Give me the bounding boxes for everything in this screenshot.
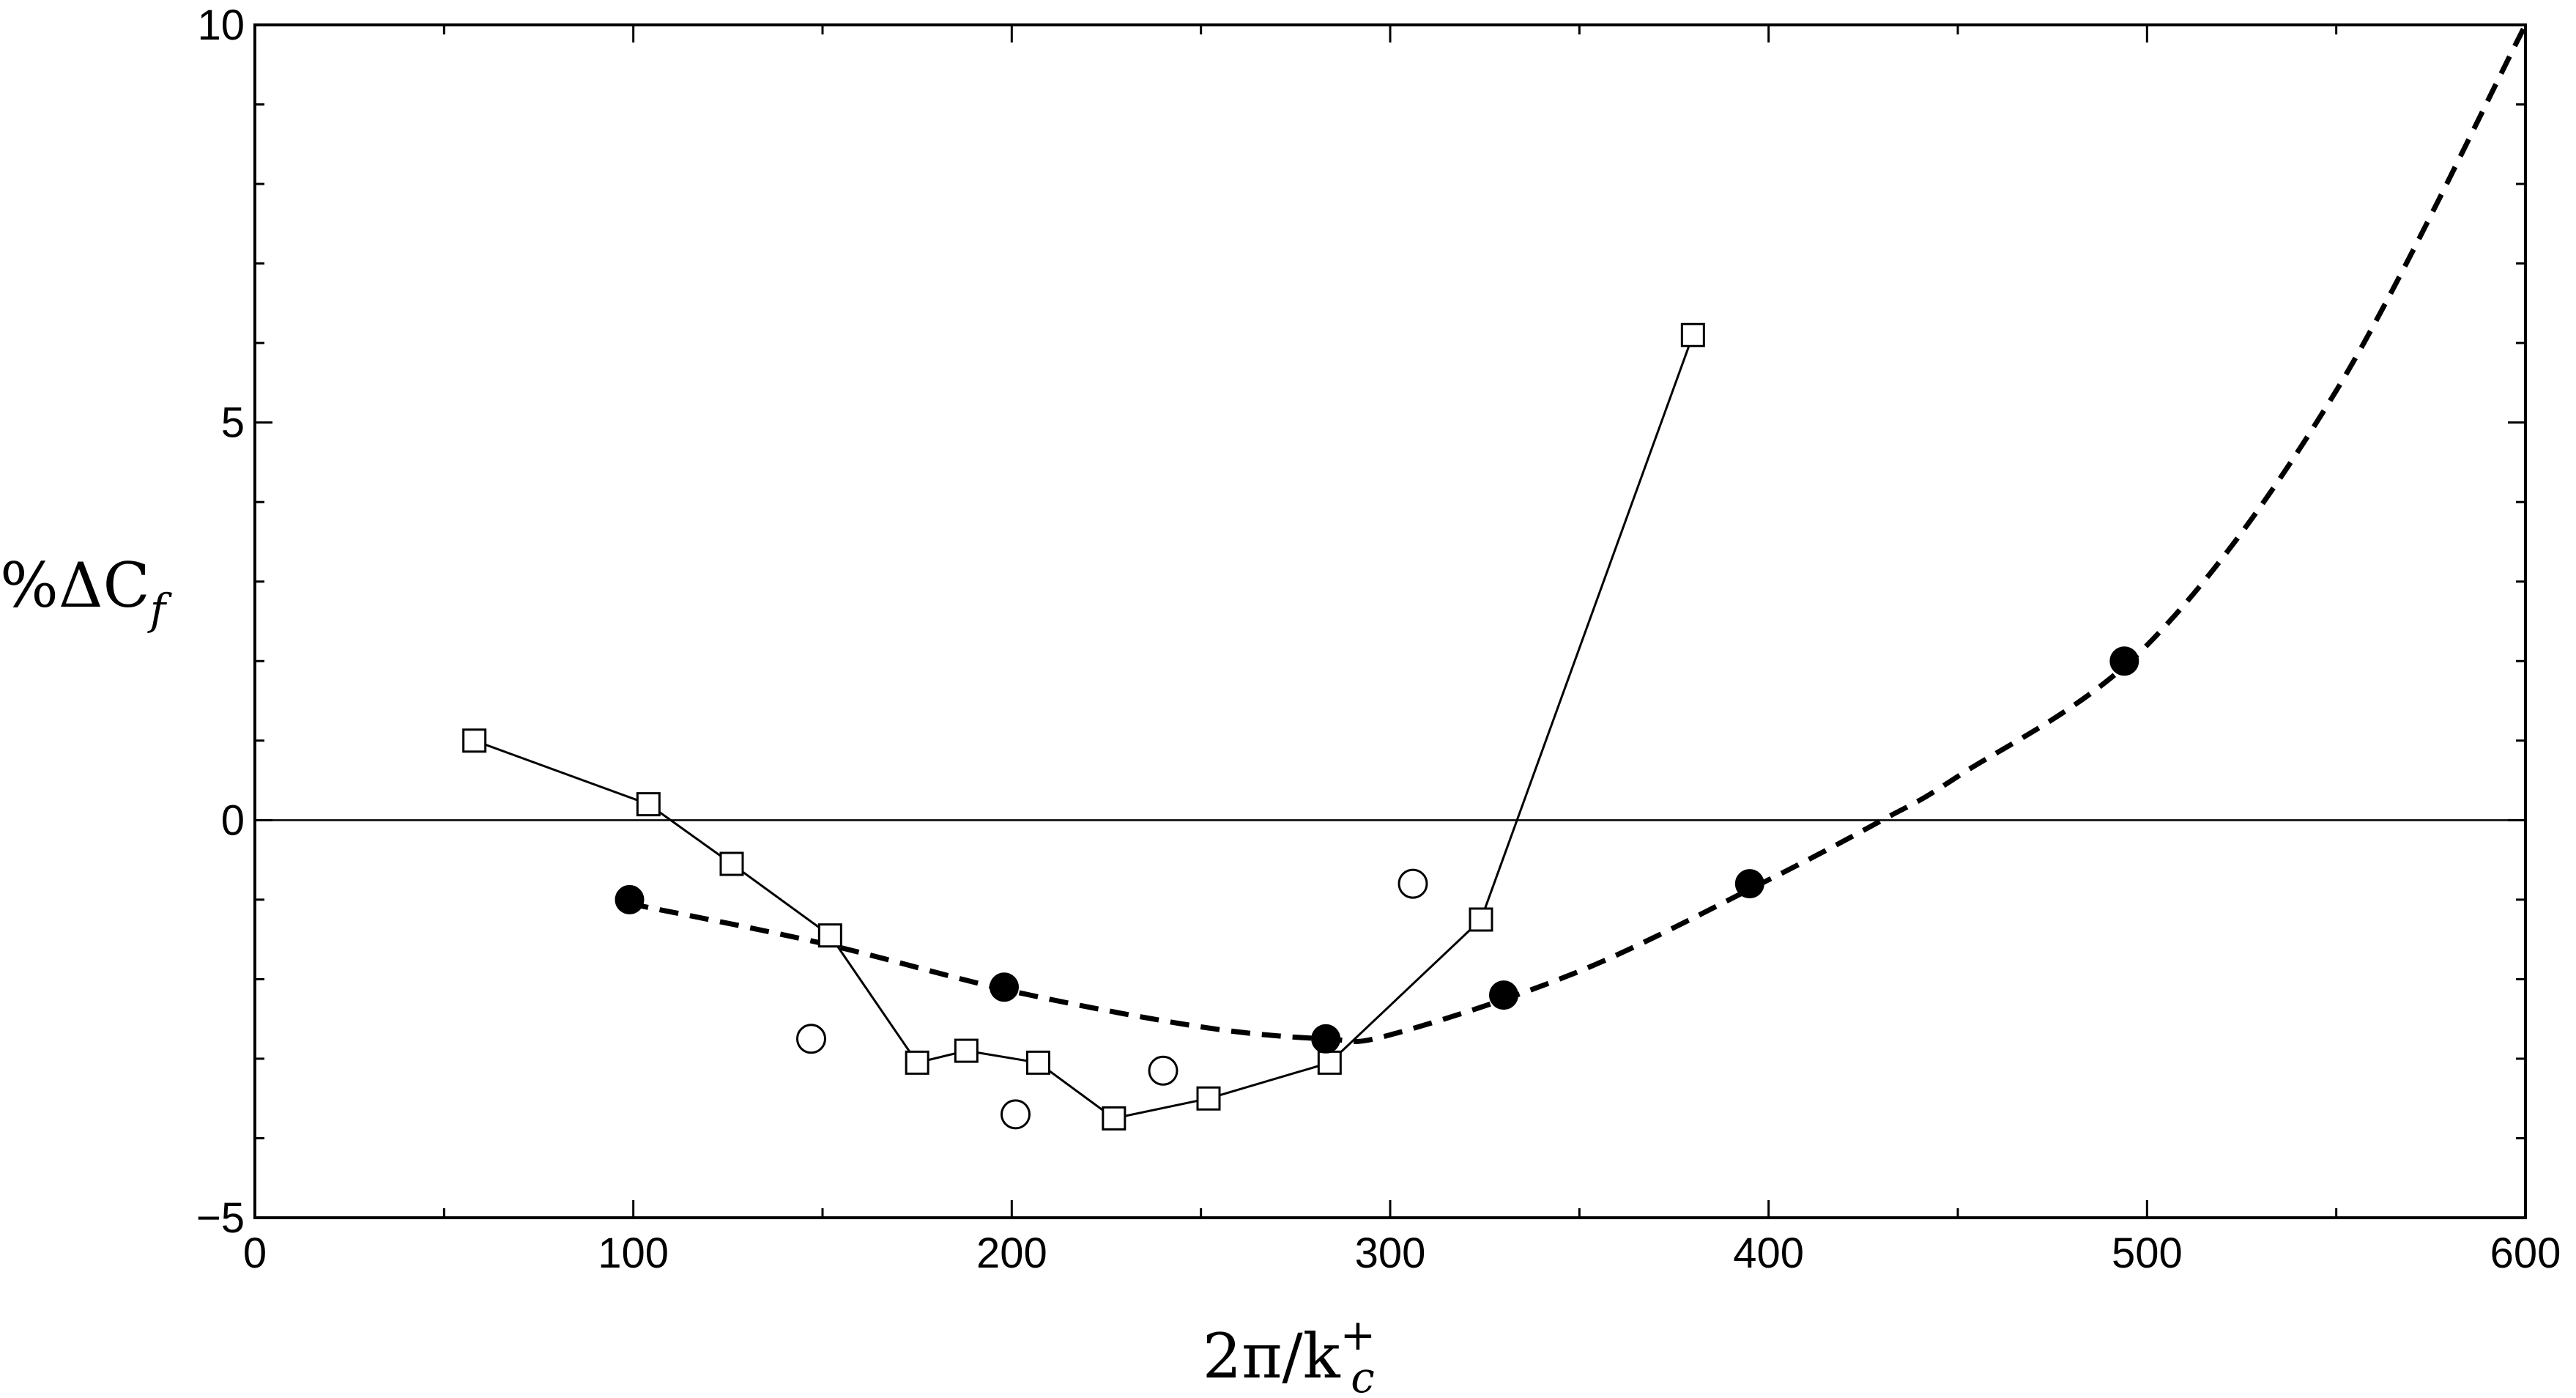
y-tick-label: 10 [197,1,245,49]
y-axis-label-subscript: f [147,585,173,635]
filled-circle-point [1311,1024,1341,1054]
filled-circle-point [1489,980,1518,1010]
x-tick-label: 200 [976,1229,1047,1277]
filled-circle-point [1734,869,1764,899]
open-square-point [1680,322,1705,347]
open-square-point [905,1050,929,1075]
open-square-point [1026,1050,1050,1075]
x-tick-label: 100 [598,1229,669,1277]
x-axis-label: 2π/k+ c [1203,1310,1376,1398]
x-axis-label-superscript: + [1340,1310,1376,1360]
y-tick-label: 5 [221,399,245,447]
filled-circle-point [615,884,645,914]
x-tick-label: 300 [1355,1229,1426,1277]
dashed-fit-curve [628,23,2528,1045]
markers-group [462,322,2139,1131]
axes-group [253,23,2527,1219]
solid-line-series-group [474,334,1694,1120]
filled-circle-point [990,972,1019,1002]
plot-frame [253,23,2527,1219]
open-circle-point [796,1024,826,1054]
open-square-point [1469,907,1493,932]
x-axis-label-subscript: c [1351,1353,1374,1398]
y-tick-label: 0 [221,796,245,844]
open-square-point [462,728,487,753]
x-tick-label: 600 [2490,1229,2561,1277]
open-square-point [1102,1106,1126,1131]
x-tick-label: 0 [243,1229,267,1277]
x-tick-label: 500 [2112,1229,2183,1277]
filled-circle-point [2109,646,2139,676]
open-square-point [1317,1050,1342,1075]
open-circle-point [1148,1055,1178,1086]
open-square-point [817,923,842,948]
open-square-point [954,1038,979,1063]
open-circle-point [1398,868,1428,899]
open-circle-point [1001,1099,1031,1130]
dashed-fit-curve-group [628,23,2528,1045]
solid-series-line [474,334,1694,1120]
y-axis-label: %ΔCf [0,550,173,635]
open-square-point [636,792,661,817]
x-tick-label: 400 [1733,1229,1804,1277]
open-square-point [1196,1086,1221,1111]
ticks-group [253,23,2527,1219]
open-square-point [719,851,744,876]
y-tick-label: −5 [196,1194,245,1242]
